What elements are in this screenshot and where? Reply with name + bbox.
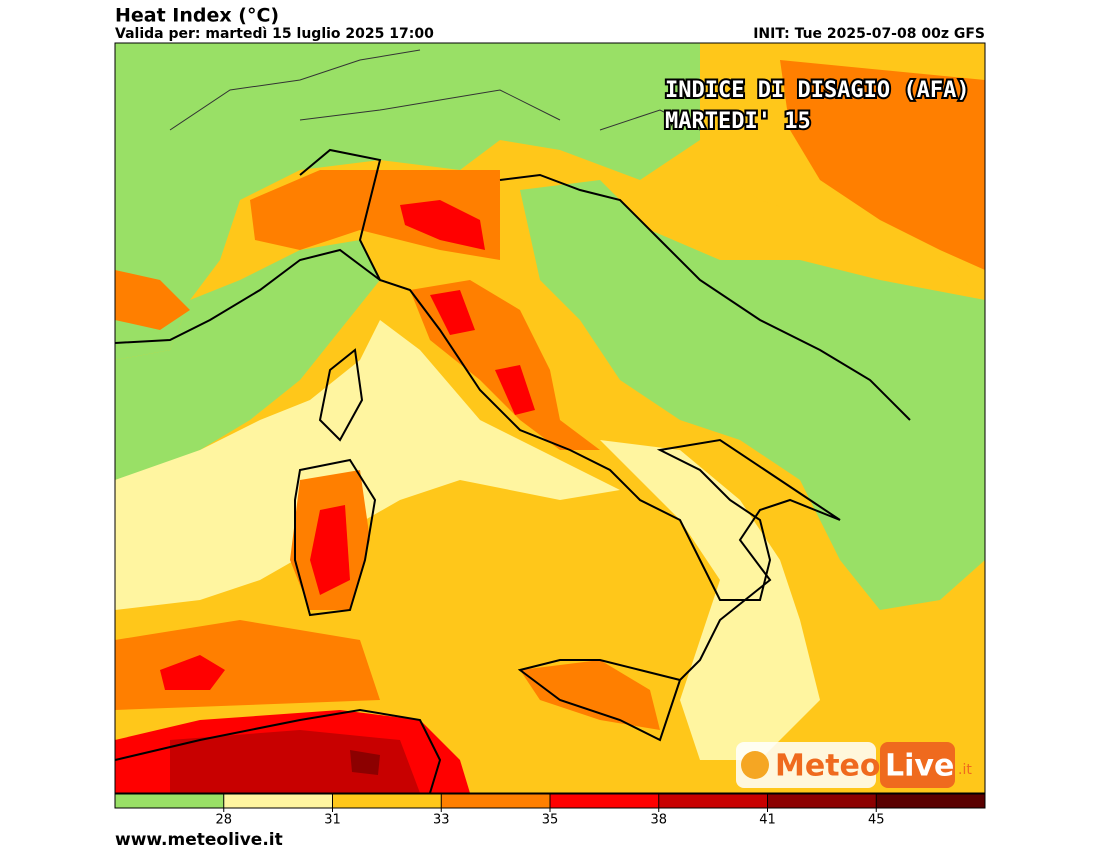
colorbar-tick-label: 35 (542, 813, 559, 828)
colorbar-segment (441, 794, 550, 808)
overlay-line: MARTEDI' 15 (665, 109, 811, 134)
colorbar-tick-label: 38 (650, 813, 667, 828)
colorbar-segment (550, 794, 659, 808)
colorbar-segment (223, 794, 333, 808)
colorbar-segment (332, 794, 442, 808)
colorbar-tick-label: 33 (433, 813, 450, 828)
colorbar-tick-label: 28 (215, 813, 232, 828)
colorbar-segment (658, 794, 768, 808)
init-time: INIT: Tue 2025-07-08 00z GFS (753, 26, 985, 42)
logo-suffix: .it (958, 762, 972, 778)
logo-brand: Meteo (775, 749, 881, 784)
valid-time: Valida per: martedì 15 luglio 2025 17:00 (115, 26, 434, 42)
colorbar-segment (767, 794, 877, 808)
colorbar-frame (114, 793, 986, 809)
colorbar-segment (876, 794, 985, 808)
map: INDICE DI DISAGIO (AFA) MARTEDI' 15 Mete… (115, 43, 985, 793)
colorbar: 28 31 33 35 38 41 45 (114, 793, 986, 828)
overlay-line: INDICE DI DISAGIO (AFA) (665, 78, 970, 103)
map-frame (114, 42, 986, 794)
colorbar-tick-label: 31 (324, 813, 341, 828)
colorbar-tick-label: 41 (759, 813, 776, 828)
colorbar-segment (115, 794, 224, 808)
footer-url: www.meteolive.it (115, 830, 283, 850)
logo: Meteo Live .it (736, 742, 972, 788)
colorbar-tick-label: 45 (868, 813, 885, 828)
logo-brand: Live (885, 749, 954, 784)
title: Heat Index (°C) (115, 5, 279, 27)
